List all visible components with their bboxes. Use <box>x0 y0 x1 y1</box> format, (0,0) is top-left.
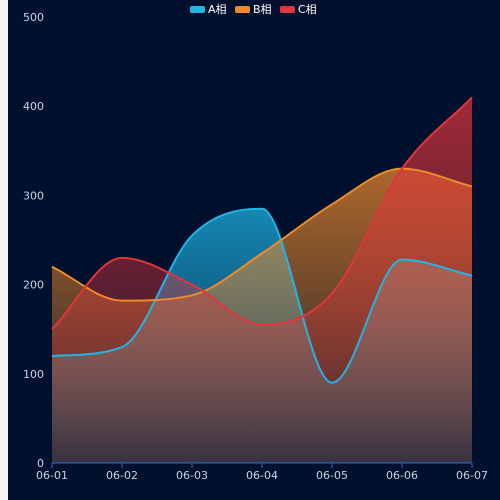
legend[interactable]: A相 B相 C相 <box>190 3 317 16</box>
series-lines <box>51 96 473 384</box>
legend-item-2[interactable]: C相 <box>280 3 317 16</box>
y-tick-label: 200 <box>23 279 44 292</box>
legend-swatch <box>190 6 205 13</box>
legend-swatch <box>280 6 295 13</box>
legend-item-1[interactable]: B相 <box>235 3 272 16</box>
axes: 06-01 06-02 06-03 06-04 06-05 06-06 06-07 0 100 2… <box>23 11 488 482</box>
x-tick-label: 06-07 <box>456 469 488 482</box>
y-tick-label: 500 <box>23 11 44 24</box>
series-line-0 <box>51 207 473 384</box>
y-tick-label: 0 <box>37 457 44 470</box>
series-areas <box>52 97 472 463</box>
legend-swatch <box>235 6 250 13</box>
legend-label: A相 <box>208 3 227 16</box>
x-tick-label: 06-01 <box>36 469 68 482</box>
y-tick-label: 400 <box>23 100 44 113</box>
x-tick-label: 06-06 <box>386 469 418 482</box>
legend-item-0[interactable]: A相 <box>190 3 227 16</box>
legend-label: B相 <box>253 3 272 16</box>
y-tick-label: 100 <box>23 368 44 381</box>
series-line-2 <box>51 96 473 330</box>
x-tick-label: 06-04 <box>246 469 278 482</box>
x-tick-label: 06-05 <box>316 469 348 482</box>
series-area-2 <box>52 97 472 463</box>
x-tick-label: 06-03 <box>176 469 208 482</box>
y-tick-label: 300 <box>23 189 44 202</box>
legend-label: C相 <box>298 3 317 16</box>
x-tick-label: 06-02 <box>106 469 138 482</box>
